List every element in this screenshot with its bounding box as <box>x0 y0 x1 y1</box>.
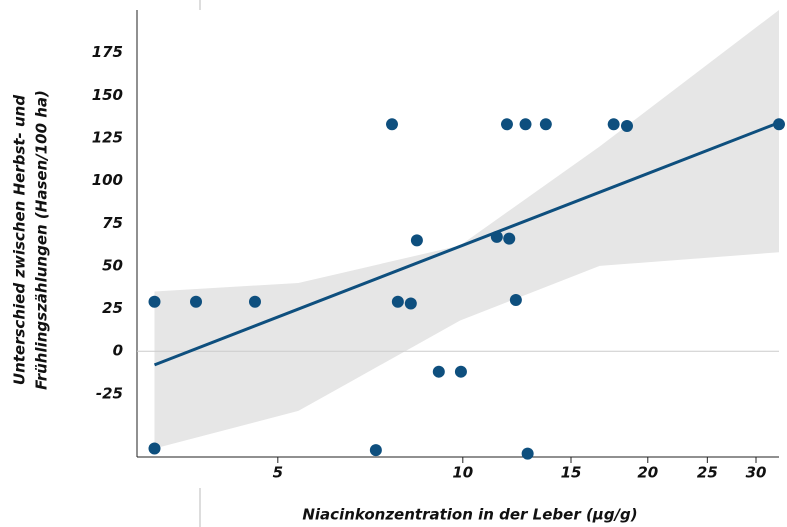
y-tick-label: 150 <box>92 86 123 104</box>
point <box>773 118 785 131</box>
point <box>148 295 161 308</box>
x-tick-label: 25 <box>697 464 718 482</box>
y-tick-label: 0 <box>113 342 123 360</box>
point <box>500 118 513 131</box>
point <box>539 118 552 131</box>
point <box>148 442 161 455</box>
point <box>454 365 467 378</box>
y-tick-label: 125 <box>92 128 123 146</box>
y-tick-label: 50 <box>102 256 123 274</box>
point <box>607 118 620 131</box>
confidence-band <box>154 10 779 449</box>
x-tick-label: 10 <box>452 464 473 482</box>
x-tick-label: 20 <box>637 464 658 482</box>
y-tick-label: 100 <box>92 171 123 189</box>
x-tick-label: 30 <box>746 464 767 482</box>
y-axis-label: Unterschied zwischen Herbst- und <box>11 95 29 385</box>
point <box>190 295 203 308</box>
point <box>490 230 503 243</box>
x-tick-label: 5 <box>273 464 283 482</box>
x-tick-label: 15 <box>561 464 582 482</box>
point <box>248 295 261 308</box>
point <box>509 294 522 307</box>
y-tick-label: 75 <box>102 214 123 232</box>
y-tick-label: 175 <box>92 43 123 61</box>
point <box>391 295 404 308</box>
point <box>432 365 445 378</box>
x-axis-label: Niacinkonzentration in der Leber (µg/g) <box>302 506 637 524</box>
point <box>620 120 633 133</box>
point <box>404 297 417 310</box>
point <box>519 118 532 131</box>
point <box>369 444 382 457</box>
point <box>410 234 423 247</box>
regression-line <box>153 121 780 367</box>
point <box>503 232 516 245</box>
y-tick-label: -25 <box>96 384 123 402</box>
y-axis-label: Frühlingszählungen (Hasen/100 ha) <box>33 90 51 390</box>
point <box>521 447 534 460</box>
y-tick-label: 25 <box>102 299 123 317</box>
point <box>386 118 399 131</box>
